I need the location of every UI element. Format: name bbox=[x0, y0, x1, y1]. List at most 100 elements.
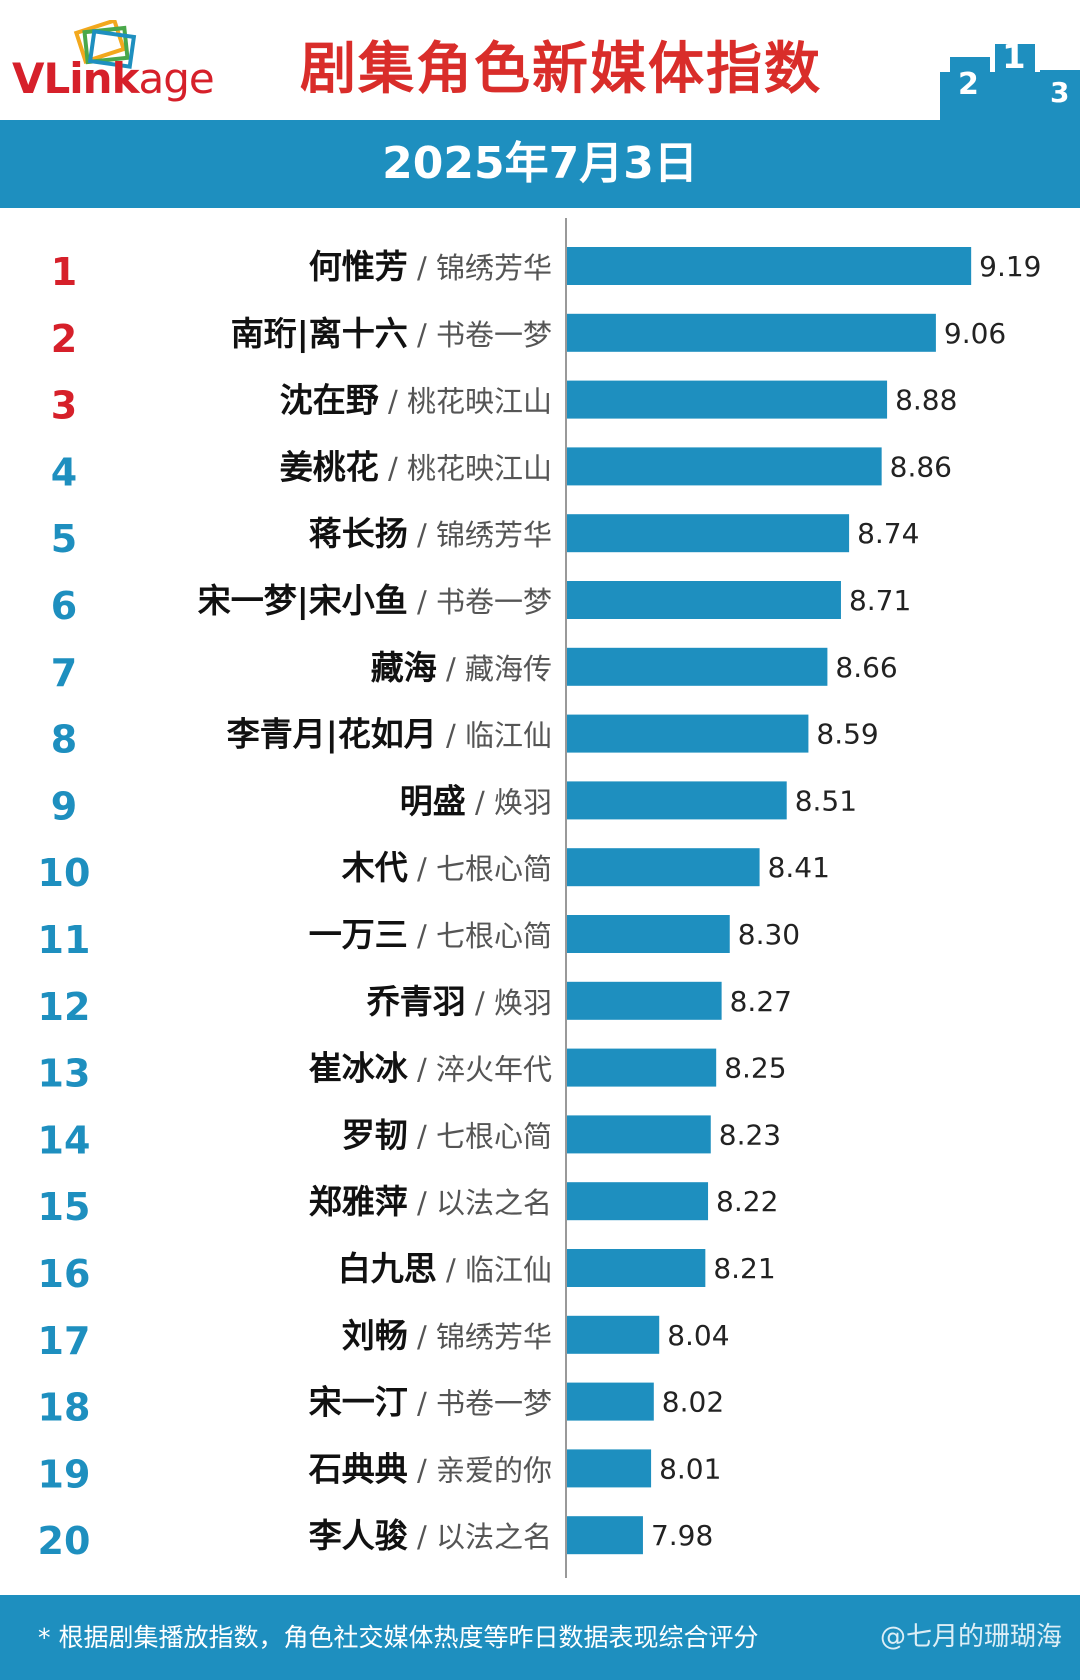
bar bbox=[567, 647, 828, 686]
role-name: 乔青羽 bbox=[367, 982, 466, 1021]
drama-name: / 藏海传 bbox=[437, 652, 552, 686]
row-label: 罗韧 / 七根心简 bbox=[342, 1115, 552, 1154]
rank-number: 5 bbox=[51, 517, 77, 561]
role-name: 刘畅 bbox=[342, 1316, 408, 1355]
role-name: 崔冰冰 bbox=[309, 1049, 409, 1088]
bar bbox=[567, 1182, 709, 1221]
value-label: 8.71 bbox=[849, 584, 911, 617]
value-label: 8.27 bbox=[730, 985, 792, 1018]
row-label: 李青月|花如月 / 临江仙 bbox=[227, 715, 552, 754]
role-name: 何惟芳 bbox=[309, 247, 408, 286]
rank-number: 19 bbox=[38, 1452, 91, 1496]
row-label: 南珩|离十六 / 书卷一梦 bbox=[231, 314, 552, 353]
date-band: 2025年7月3日 bbox=[0, 120, 1080, 208]
drama-name: / 锦绣芳华 bbox=[408, 251, 552, 285]
drama-name: / 七根心简 bbox=[408, 919, 552, 953]
rank-number: 12 bbox=[38, 985, 91, 1029]
drama-name: / 亲爱的你 bbox=[408, 1453, 552, 1487]
bar bbox=[567, 1115, 711, 1154]
role-name: 蒋长扬 bbox=[309, 514, 408, 553]
rank-number: 17 bbox=[38, 1319, 91, 1363]
value-label: 8.21 bbox=[713, 1252, 775, 1285]
drama-name: / 锦绣芳华 bbox=[408, 1320, 552, 1354]
bar bbox=[567, 380, 888, 419]
row-label: 石典典 / 亲爱的你 bbox=[308, 1449, 552, 1488]
date-label: 2025年7月3日 bbox=[382, 138, 698, 189]
rank-number: 8 bbox=[51, 718, 77, 762]
logo-text-b: age bbox=[138, 54, 215, 103]
row-label: 白九思 / 临江仙 bbox=[338, 1249, 552, 1288]
drama-name: / 七根心简 bbox=[408, 1119, 552, 1153]
row-label: 崔冰冰 / 淬火年代 bbox=[309, 1049, 552, 1088]
row-label: 何惟芳 / 锦绣芳华 bbox=[309, 247, 552, 286]
footer-note: * 根据剧集播放指数，角色社交媒体热度等昨日数据表现综合评分 bbox=[38, 1623, 759, 1652]
bar bbox=[567, 915, 730, 953]
row-label: 刘畅 / 锦绣芳华 bbox=[342, 1316, 552, 1355]
bar bbox=[567, 447, 882, 486]
bar bbox=[567, 981, 722, 1020]
value-label: 8.88 bbox=[895, 384, 957, 417]
row-label: 木代 / 七根心简 bbox=[341, 848, 552, 887]
drama-name: / 以法之名 bbox=[408, 1520, 552, 1554]
value-label: 8.23 bbox=[719, 1118, 781, 1151]
bar bbox=[567, 848, 760, 887]
row-label: 沈在野 / 桃花映江山 bbox=[280, 381, 552, 420]
value-label: 8.86 bbox=[890, 450, 952, 483]
rank-number: 4 bbox=[51, 450, 77, 494]
drama-name: / 锦绣芳华 bbox=[408, 518, 552, 552]
role-name: 郑雅萍 bbox=[309, 1182, 408, 1221]
rank-number: 11 bbox=[38, 918, 91, 962]
role-name: 宋一梦|宋小鱼 bbox=[198, 581, 408, 620]
row-label: 一万三 / 七根心简 bbox=[309, 915, 552, 954]
value-label: 8.74 bbox=[857, 517, 919, 550]
value-label: 8.25 bbox=[724, 1052, 786, 1085]
rank-number: 2 bbox=[51, 317, 77, 361]
row-label: 乔青羽 / 焕羽 bbox=[367, 982, 552, 1021]
rank-number: 10 bbox=[38, 851, 91, 895]
drama-name: / 桃花映江山 bbox=[379, 451, 552, 485]
drama-name: / 焕羽 bbox=[466, 986, 552, 1020]
value-label: 9.06 bbox=[944, 317, 1006, 350]
logo-text: VLinkage bbox=[12, 58, 215, 100]
role-name: 藏海 bbox=[371, 648, 437, 687]
value-label: 8.66 bbox=[835, 651, 897, 684]
row-label: 姜桃花 / 桃花映江山 bbox=[280, 447, 552, 486]
value-label: 8.41 bbox=[768, 851, 830, 884]
drama-name: / 淬火年代 bbox=[408, 1053, 552, 1087]
rank-number: 9 bbox=[51, 784, 77, 828]
svg-text:2: 2 bbox=[958, 67, 979, 102]
bar bbox=[567, 714, 809, 753]
drama-name: / 书卷一梦 bbox=[408, 318, 552, 352]
bar bbox=[567, 1249, 706, 1287]
bar bbox=[567, 247, 972, 285]
drama-name: / 桃花映江山 bbox=[379, 385, 552, 419]
value-label: 8.22 bbox=[716, 1185, 778, 1218]
value-label: 7.98 bbox=[651, 1519, 713, 1552]
drama-name: / 焕羽 bbox=[466, 785, 552, 819]
logo-text-a: VLink bbox=[12, 54, 139, 103]
rank-number: 20 bbox=[38, 1519, 91, 1563]
rank-number: 13 bbox=[38, 1052, 91, 1096]
page-title: 剧集角色新媒体指数 bbox=[300, 37, 822, 102]
role-name: 沈在野 bbox=[280, 381, 379, 420]
ranking-bar-chart: 1 何惟芳 / 锦绣芳华 9.19 2 南珩|离十六 / 书卷一梦 9.06 3 沈在野 / … bbox=[38, 218, 1042, 1578]
bar bbox=[567, 1449, 652, 1488]
value-label: 8.04 bbox=[667, 1319, 729, 1352]
row-label: 宋一梦|宋小鱼 / 书卷一梦 bbox=[198, 581, 552, 620]
role-name: 石典典 bbox=[308, 1449, 408, 1488]
value-label: 8.59 bbox=[816, 718, 878, 751]
row-label: 郑雅萍 / 以法之名 bbox=[309, 1182, 552, 1221]
drama-name: / 七根心简 bbox=[408, 852, 552, 886]
bar bbox=[567, 514, 850, 553]
drama-name: / 书卷一梦 bbox=[408, 1387, 552, 1421]
rank-number: 15 bbox=[38, 1185, 91, 1229]
header: VLinkage 剧集角色新媒体指数 2 1 3 bbox=[0, 0, 1080, 120]
rank-number: 16 bbox=[38, 1252, 91, 1296]
drama-name: / 书卷一梦 bbox=[408, 585, 552, 619]
row-label: 李人骏 / 以法之名 bbox=[309, 1516, 552, 1555]
bar bbox=[567, 581, 841, 619]
value-label: 8.51 bbox=[795, 784, 857, 817]
row-label: 蒋长扬 / 锦绣芳华 bbox=[309, 514, 552, 553]
drama-name: / 临江仙 bbox=[437, 719, 552, 753]
role-name: 李人骏 bbox=[309, 1516, 408, 1555]
